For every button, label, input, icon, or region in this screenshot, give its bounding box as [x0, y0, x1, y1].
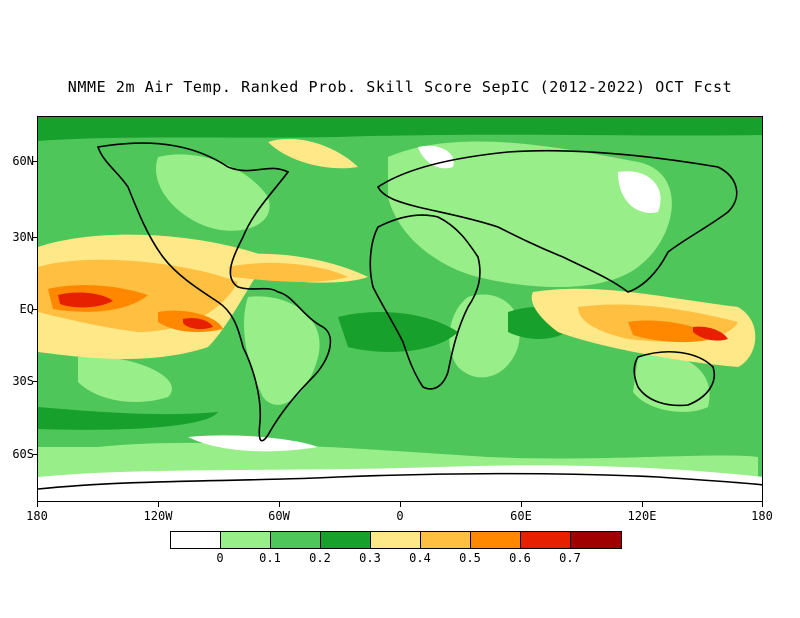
x-tick-180w [37, 502, 38, 507]
australia-coastline [633, 351, 715, 407]
x-tick-0 [400, 502, 401, 507]
x-label-0: 0 [396, 509, 404, 523]
map-title: NMME 2m Air Temp. Ranked Prob. Skill Sco… [67, 78, 733, 96]
x-label-180e: 180 [751, 509, 773, 523]
map-canvas [38, 117, 762, 501]
colorbar-label-0.5: 0.5 [459, 551, 481, 565]
y-tick-eq [33, 309, 38, 310]
americas-coastline [96, 142, 332, 442]
y-tick-30n [33, 237, 38, 238]
skill-score-map [37, 116, 763, 502]
colorbar-box-dark-green [321, 532, 371, 548]
colorbar-box-white [171, 532, 221, 548]
x-label-120w: 120W [143, 509, 173, 523]
x-tick-120w [158, 502, 159, 507]
coastlines [38, 142, 762, 490]
colorbar-box-red [521, 532, 571, 548]
y-label-30s: 30S [12, 374, 34, 388]
colorbar [170, 531, 622, 549]
colorbar-box-green [271, 532, 321, 548]
colorbar-label-0: 0 [216, 551, 224, 565]
x-label-120e: 120E [627, 509, 657, 523]
colorbar-label-0.6: 0.6 [509, 551, 531, 565]
red-regions [58, 292, 728, 341]
colorbar-label-0.7: 0.7 [559, 551, 581, 565]
x-tick-120e [642, 502, 643, 507]
x-tick-60w [279, 502, 280, 507]
colorbar-box-light-green [221, 532, 271, 548]
colorbar-label-0.3: 0.3 [359, 551, 381, 565]
colorbar-label-0.4: 0.4 [409, 551, 431, 565]
colorbar-box-orange [471, 532, 521, 548]
y-tick-60s [33, 454, 38, 455]
africa-coastline [369, 214, 481, 390]
y-tick-30s [33, 381, 38, 382]
x-label-60e: 60E [510, 509, 532, 523]
colorbar-label-0.2: 0.2 [309, 551, 331, 565]
colorbar-label-0.1: 0.1 [259, 551, 281, 565]
x-tick-60e [521, 502, 522, 507]
x-tick-180e [762, 502, 763, 507]
y-tick-60n [33, 161, 38, 162]
colorbar-box-dark-red [571, 532, 621, 548]
antarctica-coastline [38, 472, 762, 490]
y-label-60n: 60N [12, 154, 34, 168]
y-label-60s: 60S [12, 447, 34, 461]
y-label-30n: 30N [12, 230, 34, 244]
colorbar-box-yellow [371, 532, 421, 548]
y-label-eq: EQ [19, 302, 34, 316]
eurasia-coastline [376, 149, 738, 293]
x-label-60w: 60W [268, 509, 290, 523]
colorbar-box-light-orange [421, 532, 471, 548]
x-label-180w: 180 [26, 509, 48, 523]
